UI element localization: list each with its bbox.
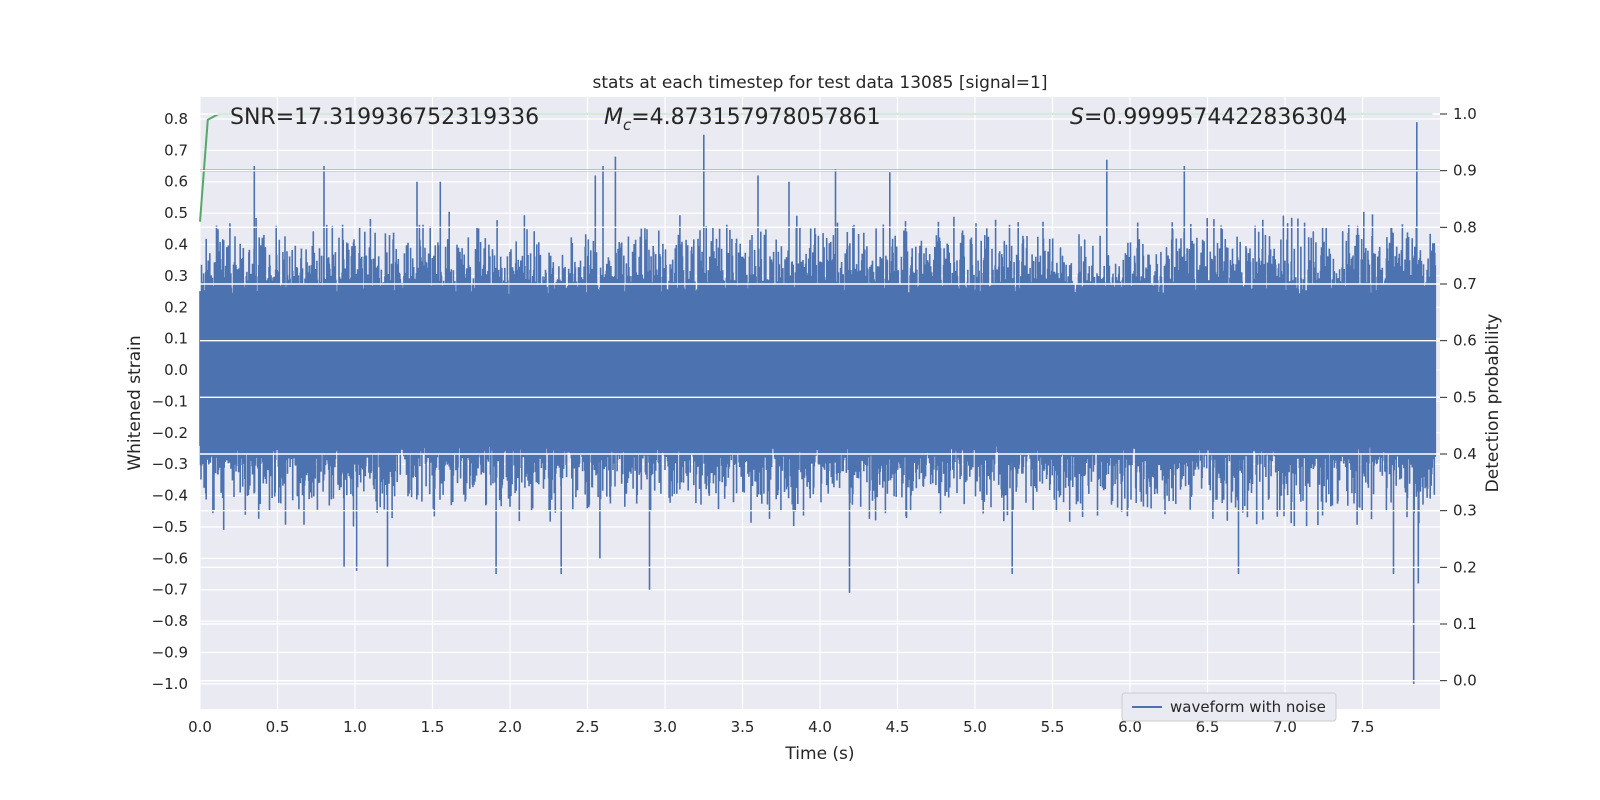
y-tick-label-left: −0.4 bbox=[152, 487, 188, 505]
chart-title: stats at each timestep for test data 130… bbox=[593, 73, 1048, 93]
legend-box bbox=[1121, 692, 1337, 722]
x-tick-label: 7.5 bbox=[1351, 718, 1375, 736]
y-tick-label-left: −0.6 bbox=[152, 549, 188, 567]
y-tick-label-left: 0.2 bbox=[164, 298, 188, 316]
y-tick-label-right: 0.8 bbox=[1453, 218, 1477, 236]
x-tick-label: 4.0 bbox=[808, 718, 832, 736]
legend-entry-waveform: waveform with noise bbox=[1170, 698, 1326, 716]
x-tick-label: 0.5 bbox=[266, 718, 290, 736]
y-tick-label-right: 0.4 bbox=[1453, 445, 1477, 463]
y-tick-label-right: 0.0 bbox=[1453, 672, 1477, 690]
snr-annotation: SNR=17.319936752319336 bbox=[230, 105, 539, 130]
y-tick-label-left: −0.9 bbox=[152, 644, 188, 662]
y-tick-label-left: −0.8 bbox=[152, 612, 188, 630]
y-tick-label-left: 0.3 bbox=[164, 267, 188, 285]
y-tick-label-left: −0.7 bbox=[152, 581, 188, 599]
legend: waveform with noise bbox=[1121, 692, 1337, 722]
y-tick-label-left: −0.1 bbox=[152, 392, 188, 410]
waveform-core-band bbox=[200, 301, 1436, 440]
y-tick-label-left: −0.5 bbox=[152, 518, 188, 536]
x-tick-label: 1.0 bbox=[343, 718, 367, 736]
y-tick-label-right: 0.6 bbox=[1453, 332, 1477, 350]
mc-subscript: c bbox=[623, 116, 632, 134]
x-tick-label: 3.5 bbox=[731, 718, 755, 736]
y-tick-label-right: 0.2 bbox=[1453, 558, 1477, 576]
y-tick-label-left: 0.7 bbox=[164, 141, 188, 159]
x-tick-label: 3.0 bbox=[653, 718, 677, 736]
x-tick-label: 2.5 bbox=[576, 718, 600, 736]
y-tick-label-left: 0.4 bbox=[164, 236, 188, 254]
s-value: =0.9999574422836304 bbox=[1084, 105, 1347, 130]
grid-right bbox=[200, 113, 1440, 682]
x-axis-label: Time (s) bbox=[784, 744, 854, 764]
mc-value: =4.873157978057861 bbox=[631, 105, 880, 130]
s-symbol: S bbox=[1070, 105, 1084, 130]
x-tick-label: 6.5 bbox=[1196, 718, 1220, 736]
x-tick-label: 5.5 bbox=[1041, 718, 1065, 736]
x-tick-label: 2.0 bbox=[498, 718, 522, 736]
chirp-mass-annotation: Mc=4.873157978057861 bbox=[604, 105, 881, 134]
y-tick-label-right: 0.3 bbox=[1453, 502, 1477, 520]
x-tick-label: 1.5 bbox=[421, 718, 445, 736]
y-tick-label-left: −1.0 bbox=[152, 675, 188, 693]
y-tick-label-right: 0.1 bbox=[1453, 615, 1477, 633]
x-tick-label: 7.0 bbox=[1273, 718, 1297, 736]
y-tick-label-right: 0.5 bbox=[1453, 388, 1477, 406]
score-annotation: S=0.9999574422836304 bbox=[1070, 105, 1347, 130]
y-tick-label-left: 0.5 bbox=[164, 204, 188, 222]
y-axis-label-right: Detection probability bbox=[1483, 314, 1503, 493]
y-tick-label-left: 0.8 bbox=[164, 110, 188, 128]
axis-ticks: 0.0 0.5 1.0 1.5 2.0 2.5 3.0 3.5 4.0 4.5 5.0 5.5 6.0 6… bbox=[152, 105, 1477, 736]
y-tick-label-left: −0.3 bbox=[152, 455, 188, 473]
y-tick-label-left: 0.6 bbox=[164, 173, 188, 191]
x-tick-label: 0.0 bbox=[188, 718, 212, 736]
y-tick-label-right: 0.9 bbox=[1453, 162, 1477, 180]
y-axis-label-left: Whitened strain bbox=[125, 335, 145, 470]
y-tick-label-left: −0.2 bbox=[152, 424, 188, 442]
x-tick-label: 4.5 bbox=[886, 718, 910, 736]
y-tick-label-left: 0.1 bbox=[164, 330, 188, 348]
mc-symbol: M bbox=[604, 105, 623, 130]
x-tick-label: 5.0 bbox=[963, 718, 987, 736]
y-tick-label-left: 0.0 bbox=[164, 361, 188, 379]
waveform-series bbox=[199, 122, 1437, 684]
y-tick-label-right: 1.0 bbox=[1453, 105, 1477, 123]
x-tick-label: 6.0 bbox=[1118, 718, 1142, 736]
y-tick-label-right: 0.7 bbox=[1453, 275, 1477, 293]
